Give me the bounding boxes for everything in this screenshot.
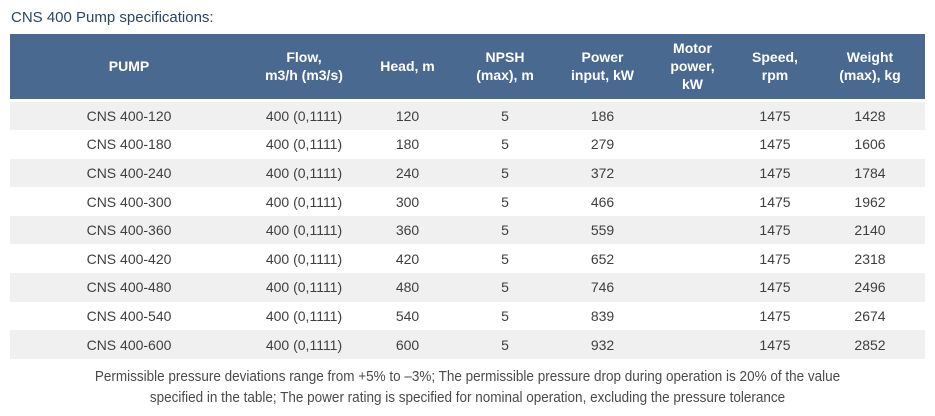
cell-head: 240 <box>395 164 420 181</box>
cell-power-input: 186 <box>590 107 615 124</box>
cell-weight: 2674 <box>854 307 886 324</box>
cell-flow: 400 (0,1111) <box>265 193 343 210</box>
cell-motor-power <box>650 330 735 359</box>
cell-power-input: 932 <box>590 336 615 353</box>
cell-npsh: 5 <box>501 279 509 296</box>
cell-speed: 1475 <box>759 136 791 153</box>
cell-flow: 400 (0,1111) <box>265 250 343 267</box>
cell-speed: 1475 <box>759 336 791 353</box>
cell-flow: 400 (0,1111) <box>265 307 343 324</box>
cell-power-input: 652 <box>590 250 615 267</box>
cell-motor-power <box>650 159 735 188</box>
cell-pump: CNS 400-540 <box>86 307 172 324</box>
footnote-line-2: specified in the table; The power rating… <box>149 388 786 406</box>
cell-pump: CNS 400-420 <box>86 250 172 267</box>
cell-speed: 1475 <box>759 250 791 267</box>
table-header: PUMP Flow, m3/h (m3/s) Head, m NPSH (max… <box>10 34 925 102</box>
cell-npsh: 5 <box>501 307 509 324</box>
table-row: CNS 400-600 400 (0,1111) 600 5 932 1475 … <box>10 330 925 359</box>
column-header-speed: Speed, rpm <box>735 34 815 102</box>
footnote-line-1: Permissible pressure deviations range fr… <box>94 367 841 385</box>
cell-head: 180 <box>395 136 420 153</box>
cell-head: 300 <box>395 193 420 210</box>
cell-flow: 400 (0,1111) <box>265 336 343 353</box>
cell-pump: CNS 400-300 <box>86 193 172 210</box>
cell-head: 540 <box>395 307 420 324</box>
column-header-flow: Flow, m3/h (m3/s) <box>248 34 360 102</box>
cell-npsh: 5 <box>501 107 509 124</box>
cell-flow: 400 (0,1111) <box>265 136 343 153</box>
cell-weight: 2852 <box>854 336 886 353</box>
cell-npsh: 5 <box>501 193 509 210</box>
cell-npsh: 5 <box>501 336 509 353</box>
table-row: CNS 400-300 400 (0,1111) 300 5 466 1475 … <box>10 187 925 216</box>
cell-npsh: 5 <box>501 164 509 181</box>
page-title: CNS 400 Pump specifications: <box>11 9 214 26</box>
cell-pump: CNS 400-360 <box>86 222 172 239</box>
cell-power-input: 839 <box>590 307 615 324</box>
cell-head: 120 <box>395 107 420 124</box>
cell-npsh: 5 <box>501 222 509 239</box>
cell-pump: CNS 400-180 <box>86 136 172 153</box>
cell-motor-power <box>650 130 735 159</box>
cell-power-input: 466 <box>590 193 615 210</box>
cell-motor-power <box>650 187 735 216</box>
column-header-npsh: NPSH (max), m <box>455 34 555 102</box>
cell-weight: 2318 <box>854 250 886 267</box>
cell-flow: 400 (0,1111) <box>265 107 343 124</box>
cell-weight: 1784 <box>854 164 886 181</box>
cell-motor-power <box>650 302 735 331</box>
cell-flow: 400 (0,1111) <box>265 222 343 239</box>
table-row: CNS 400-180 400 (0,1111) 180 5 279 1475 … <box>10 130 925 159</box>
cell-speed: 1475 <box>759 164 791 181</box>
cell-pump: CNS 400-480 <box>86 279 172 296</box>
cell-flow: 400 (0,1111) <box>265 279 343 296</box>
cell-power-input: 746 <box>590 279 615 296</box>
cell-motor-power <box>650 216 735 245</box>
cell-head: 420 <box>395 250 420 267</box>
cell-power-input: 279 <box>590 136 615 153</box>
table-row: CNS 400-360 400 (0,1111) 360 5 559 1475 … <box>10 215 925 245</box>
column-header-pump: PUMP <box>10 34 248 102</box>
table-header-row: PUMP Flow, m3/h (m3/s) Head, m NPSH (max… <box>10 34 925 102</box>
cell-head: 360 <box>395 222 420 239</box>
column-header-motor-power: Motor power, kW <box>650 34 735 102</box>
cell-npsh: 5 <box>501 136 509 153</box>
cell-speed: 1475 <box>759 193 791 210</box>
cell-motor-power <box>650 244 735 273</box>
cell-weight: 2140 <box>854 222 886 239</box>
table-row: CNS 400-120 400 (0,1111) 120 5 186 1475 … <box>10 100 925 131</box>
cell-pump: CNS 400-600 <box>86 336 172 353</box>
cell-motor-power <box>650 273 735 302</box>
cell-speed: 1475 <box>759 222 791 239</box>
column-header-power-input: Power input, kW <box>555 34 650 102</box>
cell-weight: 1428 <box>854 107 886 124</box>
pump-spec-table: PUMP Flow, m3/h (m3/s) Head, m NPSH (max… <box>10 34 925 359</box>
cell-head: 480 <box>395 279 420 296</box>
cell-weight: 1962 <box>854 193 886 210</box>
cell-speed: 1475 <box>759 279 791 296</box>
cell-flow: 400 (0,1111) <box>265 164 343 181</box>
table-row: CNS 400-420 400 (0,1111) 420 5 652 1475 … <box>10 244 925 274</box>
cell-weight: 2496 <box>854 279 886 296</box>
table-row: CNS 400-480 400 (0,1111) 480 5 746 1475 … <box>10 273 925 302</box>
cell-power-input: 559 <box>590 222 615 239</box>
column-header-head: Head, m <box>360 34 455 102</box>
cell-npsh: 5 <box>501 250 509 267</box>
column-header-weight: Weight (max), kg <box>815 34 925 102</box>
cell-motor-power <box>650 100 735 130</box>
cell-speed: 1475 <box>759 307 791 324</box>
cell-pump: CNS 400-120 <box>86 107 172 124</box>
cell-pump: CNS 400-240 <box>86 164 172 181</box>
cell-weight: 1606 <box>854 136 886 153</box>
table-row: CNS 400-240 400 (0,1111) 240 5 372 1475 … <box>10 158 925 188</box>
cell-head: 600 <box>395 336 420 353</box>
cell-power-input: 372 <box>590 164 615 181</box>
cell-speed: 1475 <box>759 107 791 124</box>
table-body: CNS 400-120 400 (0,1111) 120 5 186 1475 … <box>10 100 925 359</box>
table-row: CNS 400-540 400 (0,1111) 540 5 839 1475 … <box>10 301 925 331</box>
footnote: Permissible pressure deviations range fr… <box>56 366 880 408</box>
